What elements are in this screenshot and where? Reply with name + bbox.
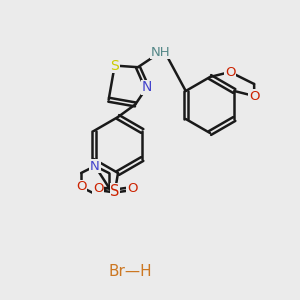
Text: O: O (249, 89, 260, 103)
Text: O: O (76, 181, 86, 194)
Text: O: O (127, 182, 137, 196)
Text: S: S (110, 58, 119, 73)
Text: N: N (90, 160, 100, 172)
Text: Br—H: Br—H (108, 265, 152, 280)
Text: N: N (142, 80, 152, 94)
Text: NH: NH (151, 46, 171, 59)
Text: S: S (110, 184, 120, 199)
Text: O: O (93, 182, 103, 196)
Text: O: O (225, 65, 235, 79)
